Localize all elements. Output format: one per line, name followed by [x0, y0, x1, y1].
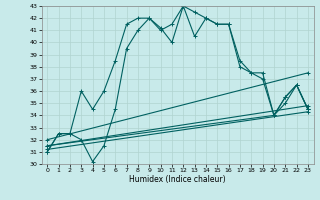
X-axis label: Humidex (Indice chaleur): Humidex (Indice chaleur)	[129, 175, 226, 184]
